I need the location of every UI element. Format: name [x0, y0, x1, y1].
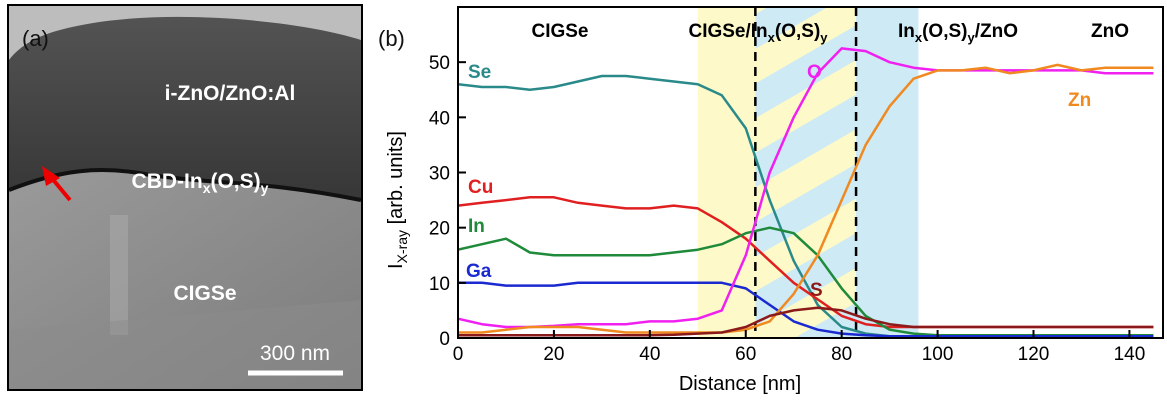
layer-label: CBD-Inx(O,S)y	[132, 170, 269, 196]
series-label: Ga	[466, 261, 492, 282]
series-line	[458, 63, 1154, 334]
y-axis-label: IX-ray [arb. units]	[385, 131, 410, 269]
x-tick-label: 60	[735, 344, 756, 365]
series-label: O	[807, 62, 822, 83]
x-tick-label: 140	[1114, 344, 1146, 365]
series-label: Cu	[468, 177, 493, 198]
panel-label: (a)	[22, 26, 49, 51]
region-label: ZnO	[1091, 21, 1129, 42]
panel-label: (b)	[378, 26, 405, 51]
layer-label: i-ZnO/ZnO:Al	[165, 82, 296, 105]
x-tick-label: 100	[922, 344, 954, 365]
region-label: Inx(O,S)y/ZnO	[898, 21, 1018, 45]
x-tick-label: 0	[453, 344, 464, 365]
x-tick-label: 120	[1018, 344, 1050, 365]
series-label: Zn	[1068, 90, 1091, 111]
series-line	[458, 281, 1154, 338]
series-label: S	[810, 280, 823, 301]
y-tick-label: 50	[429, 53, 450, 74]
x-tick-label: 80	[831, 344, 852, 365]
tem-image: (a) i-ZnO/ZnO:Al CBD-Inx(O,S)y CIGSe 300…	[7, 4, 363, 391]
shaded-region	[856, 7, 919, 338]
y-tick-label: 30	[429, 164, 450, 185]
y-tick-label: 10	[429, 274, 450, 295]
x-tick-label: 20	[543, 344, 564, 365]
y-tick-label: 0	[439, 329, 450, 350]
y-tick-label: 40	[429, 108, 450, 129]
y-tick-label: 20	[429, 219, 450, 240]
series-line	[458, 306, 1154, 337]
x-axis-label: Distance [nm]	[679, 373, 801, 395]
region-label: CIGSe/Inx(O,S)y	[688, 21, 828, 45]
scale-bar-label: 300 nm	[260, 342, 330, 365]
layer-label: CIGSe	[173, 282, 236, 305]
series-label: In	[468, 216, 485, 237]
region-label: CIGSe	[531, 21, 588, 42]
x-tick-label: 40	[639, 344, 660, 365]
series-label: Se	[468, 62, 491, 83]
